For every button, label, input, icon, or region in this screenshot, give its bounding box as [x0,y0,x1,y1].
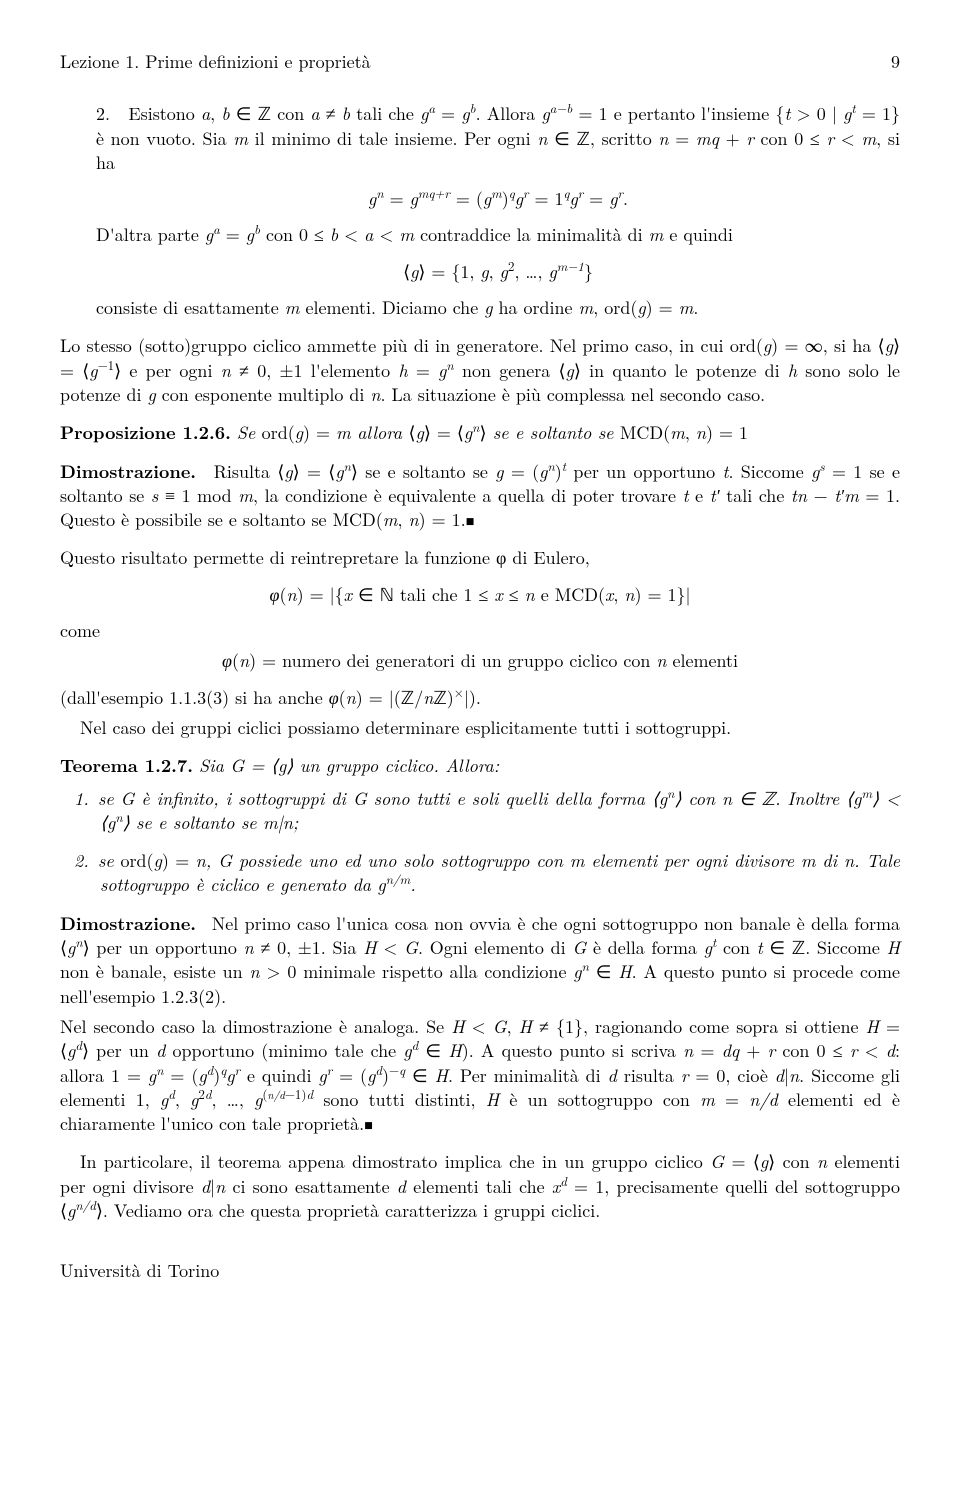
proposition-label: Proposizione 1.2.6. [60,420,231,445]
theorem-1-2-7: Teorema 1.2.7. Sia G = ⟨g⟩ un gruppo cic… [60,754,900,778]
item2-line5: consiste di esattamente m elementi. Dici… [96,296,900,320]
para-euler: Questo risultato permette di reintrepret… [60,546,900,570]
proof-2-cont: Nel secondo caso la dimostrazione è anal… [60,1015,900,1136]
proof-1: Dimostrazione. Risulta ⟨g⟩ = ⟨gn⟩ se e s… [60,460,900,533]
theorem-item-1: 1.se G è infinito, i sottogruppi di G so… [100,787,900,836]
item2-text: 2. Esistono a, b ∈ ℤ con a ≠ b tali che … [96,102,900,175]
theorem-label: Teorema 1.2.7. [60,753,193,778]
proposition-1-2-6: Proposizione 1.2.6. Se ord(g) = m allora… [60,421,900,445]
theorem-items: 1.se G è infinito, i sottogruppi di G so… [60,787,900,898]
proof-1-label: Dimostrazione. [60,459,196,484]
header-left: Lezione 1. Prime definizioni e proprietà [60,50,371,74]
item2-line4: D'altra parte ga = gb con 0 ≤ b < a < m … [96,223,900,247]
equation-1: gn = gmq+r = (gm)qgr = 1qgr = gr. [96,187,900,211]
footer: Università di Torino [60,1259,900,1283]
para-example-ref: (dall'esempio 1.1.3(3) si ha anche φ(n) … [60,686,900,710]
item-2-block: 2. Esistono a, b ∈ ℤ con a ≠ b tali che … [60,102,900,320]
equation-4: φ(n) = numero dei generatori di un grupp… [60,649,900,673]
para-subgroups-intro: Nel caso dei gruppi ciclici possiamo det… [60,716,900,740]
equation-2: ⟨g⟩ = {1, g, g2, …, gm−1} [96,260,900,284]
page-number: 9 [891,50,900,74]
para-conclusion: In particolare, il teorema appena dimost… [60,1150,900,1223]
equation-3: φ(n) = |{x ∈ ℕ tali che 1 ≤ x ≤ n e MCD(… [60,583,900,607]
proof-2: Dimostrazione. Nel primo caso l'unica co… [60,912,900,1009]
page-header: Lezione 1. Prime definizioni e proprietà… [60,50,900,74]
para-generators: Lo stesso (sotto)gruppo ciclico ammette … [60,334,900,407]
theorem-item-2: 2.se ord(g) = n, G possiede uno ed uno s… [100,849,900,898]
come-label: come [60,619,900,643]
